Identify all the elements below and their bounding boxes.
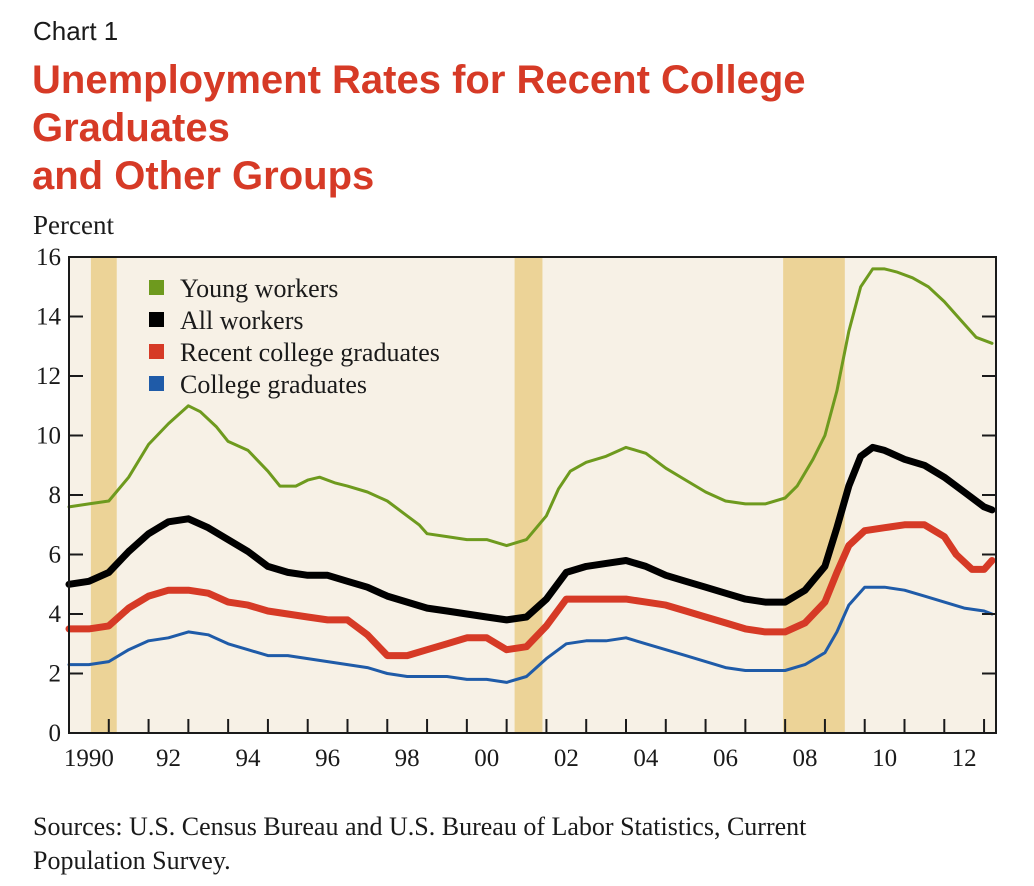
x-tick-label: 02 [554, 745, 579, 772]
x-tick-label: 00 [474, 745, 499, 772]
chart-title: Unemployment Rates for Recent College Gr… [32, 56, 1012, 200]
x-tick-label: 10 [872, 745, 897, 772]
y-tick-label: 16 [36, 244, 61, 271]
series-line [67, 267, 994, 548]
recession-band [783, 257, 845, 733]
legend-label: Recent college graduates [180, 338, 440, 367]
legend: Young workers All workers Recent college g… [149, 274, 440, 399]
x-tick-label: 98 [395, 745, 420, 772]
chart-number: Chart 1 [33, 16, 119, 46]
chart-title-line-2: and Other Groups [32, 154, 375, 198]
x-tick-label: 92 [156, 745, 181, 772]
x-tick-label: 96 [315, 745, 340, 772]
legend-swatch [149, 344, 164, 359]
x-tick-label: 06 [713, 745, 738, 772]
series-lines [65, 267, 996, 684]
legend-swatch [149, 312, 164, 327]
x-tick-label: 08 [793, 745, 818, 772]
y-tick-label: 12 [36, 363, 61, 390]
y-tick-label: 6 [49, 542, 62, 569]
legend-label: All workers [180, 306, 303, 335]
series-line [65, 443, 996, 624]
series-line [65, 521, 996, 660]
y-tick-label: 4 [49, 601, 62, 628]
x-tick-label: 12 [952, 745, 977, 772]
x-tick-label: 04 [633, 745, 659, 772]
y-tick-label: 14 [36, 304, 62, 331]
source-note: Sources: U.S. Census Bureau and U.S. Bur… [33, 810, 993, 878]
recession-band [514, 257, 543, 733]
series-line [67, 585, 994, 684]
legend-swatch [149, 280, 164, 295]
y-tick-label: 10 [36, 423, 61, 450]
legend-label: College graduates [180, 370, 367, 399]
x-tick-label: 1990 [64, 745, 114, 772]
y-axis-label: Percent [33, 210, 114, 240]
chart-title-line-1: Unemployment Rates for Recent College Gr… [32, 58, 806, 150]
legend-label: Young workers [180, 274, 338, 303]
x-tick-label: 94 [236, 745, 262, 772]
y-tick-label: 8 [49, 482, 62, 509]
source-line-2: Population Survey. [33, 846, 231, 875]
legend-swatch [149, 376, 164, 391]
y-tick-label: 0 [49, 720, 62, 747]
y-tick-label: 2 [49, 661, 62, 688]
source-line-1: Sources: U.S. Census Bureau and U.S. Bur… [33, 812, 807, 841]
